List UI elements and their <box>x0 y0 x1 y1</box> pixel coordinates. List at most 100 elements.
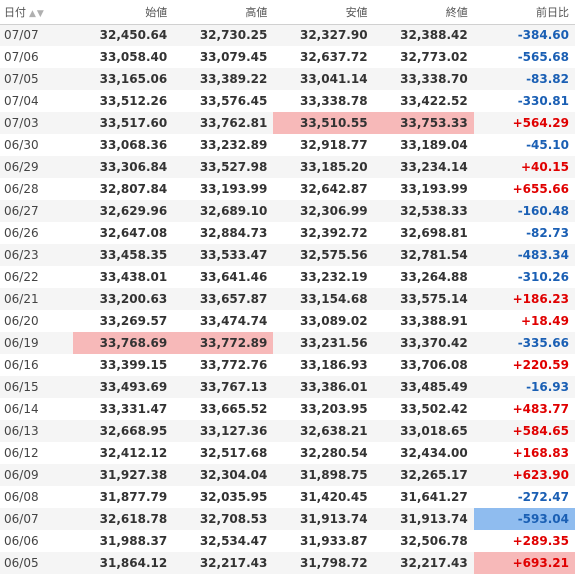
date-cell: 06/07 <box>0 508 74 530</box>
date-cell: 06/05 <box>0 552 74 574</box>
change-cell: +623.90 <box>473 464 575 486</box>
high-cell: 33,232.89 <box>173 134 274 156</box>
low-cell: 31,933.87 <box>273 530 374 552</box>
date-cell: 06/22 <box>0 266 74 288</box>
date-cell: 06/19 <box>0 332 74 354</box>
close-cell: 33,193.99 <box>373 178 474 200</box>
high-cell: 33,127.36 <box>173 420 274 442</box>
close-cell: 31,913.74 <box>373 508 474 530</box>
change-cell: -272.47 <box>473 486 575 508</box>
open-cell: 31,877.79 <box>73 486 174 508</box>
open-cell: 33,331.47 <box>73 398 174 420</box>
change-cell: -83.82 <box>473 68 575 90</box>
open-cell: 33,458.35 <box>73 244 174 266</box>
date-cell: 06/09 <box>0 464 74 486</box>
table-row: 06/14 33,331.47 33,665.52 33,203.95 33,502.4… <box>0 398 575 420</box>
low-cell: 33,386.01 <box>273 376 374 398</box>
low-cell: 32,280.54 <box>273 442 374 464</box>
low-cell: 33,232.19 <box>273 266 374 288</box>
open-cell: 33,517.60 <box>73 112 174 134</box>
change-cell: +18.49 <box>473 310 575 332</box>
close-cell: 32,265.17 <box>373 464 474 486</box>
date-cell: 06/13 <box>0 420 74 442</box>
close-cell: 33,502.42 <box>373 398 474 420</box>
date-cell: 06/23 <box>0 244 74 266</box>
date-cell: 06/27 <box>0 200 74 222</box>
open-cell: 32,618.78 <box>73 508 174 530</box>
change-cell: -160.48 <box>473 200 575 222</box>
low-cell: 33,231.56 <box>273 332 374 354</box>
table-row: 06/13 32,668.95 33,127.36 32,638.21 33,018.6… <box>0 420 575 442</box>
date-cell: 07/07 <box>0 24 74 46</box>
date-cell: 06/16 <box>0 354 74 376</box>
change-cell: -16.93 <box>473 376 575 398</box>
table-row: 07/06 33,058.40 33,079.45 32,637.72 32,773.0… <box>0 46 575 68</box>
table-row: 06/15 33,493.69 33,767.13 33,386.01 33,485.4… <box>0 376 575 398</box>
change-cell: -335.66 <box>473 332 575 354</box>
change-cell: -384.60 <box>473 24 575 46</box>
low-cell: 32,575.56 <box>273 244 374 266</box>
table-row: 07/07 32,450.64 32,730.25 32,327.90 32,388.4… <box>0 24 575 46</box>
table-row: 06/26 32,647.08 32,884.73 32,392.72 32,698.8… <box>0 222 575 244</box>
close-cell: 32,388.42 <box>373 24 474 46</box>
close-column-header: 終値 <box>373 0 474 25</box>
table-row: 06/27 32,629.96 32,689.10 32,306.99 32,538.3… <box>0 200 575 222</box>
change-cell: +584.65 <box>473 420 575 442</box>
close-cell: 32,781.54 <box>373 244 474 266</box>
date-cell: 07/05 <box>0 68 74 90</box>
table-row: 06/05 31,864.12 32,217.43 31,798.72 32,217.4… <box>0 552 575 574</box>
high-cell: 32,035.95 <box>173 486 274 508</box>
date-column-header[interactable]: 日付 ▲▼ <box>0 0 74 25</box>
high-cell: 33,527.98 <box>173 156 274 178</box>
high-cell: 33,665.52 <box>173 398 274 420</box>
close-cell: 32,217.43 <box>373 552 474 574</box>
date-cell: 06/08 <box>0 486 74 508</box>
sort-arrows-icon[interactable]: ▲▼ <box>29 8 45 19</box>
low-cell: 32,306.99 <box>273 200 374 222</box>
table-row: 07/04 33,512.26 33,576.45 33,338.78 33,422.5… <box>0 90 575 112</box>
change-cell: -565.68 <box>473 46 575 68</box>
table-row: 06/16 33,399.15 33,772.76 33,186.93 33,706.0… <box>0 354 575 376</box>
low-cell: 33,089.02 <box>273 310 374 332</box>
high-column-header: 高値 <box>173 0 274 25</box>
open-cell: 32,647.08 <box>73 222 174 244</box>
table-row: 06/22 33,438.01 33,641.46 33,232.19 33,264.8… <box>0 266 575 288</box>
close-cell: 32,506.78 <box>373 530 474 552</box>
open-cell: 31,864.12 <box>73 552 174 574</box>
open-cell: 33,269.57 <box>73 310 174 332</box>
high-cell: 32,708.53 <box>173 508 274 530</box>
open-cell: 32,668.95 <box>73 420 174 442</box>
low-cell: 31,798.72 <box>273 552 374 574</box>
open-cell: 33,768.69 <box>73 332 174 354</box>
close-cell: 33,370.42 <box>373 332 474 354</box>
date-cell: 06/29 <box>0 156 74 178</box>
table-row: 06/12 32,412.12 32,517.68 32,280.54 32,434.0… <box>0 442 575 464</box>
table-row: 06/19 33,768.69 33,772.89 33,231.56 33,370.4… <box>0 332 575 354</box>
close-cell: 33,189.04 <box>373 134 474 156</box>
high-cell: 32,730.25 <box>173 24 274 46</box>
table-row: 06/20 33,269.57 33,474.74 33,089.02 33,388.9… <box>0 310 575 332</box>
close-cell: 32,538.33 <box>373 200 474 222</box>
high-cell: 33,389.22 <box>173 68 274 90</box>
close-cell: 33,234.14 <box>373 156 474 178</box>
close-cell: 33,706.08 <box>373 354 474 376</box>
table-row: 07/05 33,165.06 33,389.22 33,041.14 33,338.7… <box>0 68 575 90</box>
open-cell: 32,807.84 <box>73 178 174 200</box>
change-cell: +220.59 <box>473 354 575 376</box>
table-row: 06/09 31,927.38 32,304.04 31,898.75 32,265.1… <box>0 464 575 486</box>
high-cell: 32,534.47 <box>173 530 274 552</box>
high-cell: 32,884.73 <box>173 222 274 244</box>
close-cell: 32,698.81 <box>373 222 474 244</box>
table-body: 07/07 32,450.64 32,730.25 32,327.90 32,388.4… <box>0 24 575 574</box>
low-cell: 33,185.20 <box>273 156 374 178</box>
open-cell: 32,629.96 <box>73 200 174 222</box>
close-cell: 31,641.27 <box>373 486 474 508</box>
close-cell: 33,575.14 <box>373 288 474 310</box>
change-cell: +483.77 <box>473 398 575 420</box>
change-cell: +655.66 <box>473 178 575 200</box>
date-cell: 06/14 <box>0 398 74 420</box>
change-cell: -593.04 <box>473 508 575 530</box>
change-cell: -82.73 <box>473 222 575 244</box>
table-row: 06/07 32,618.78 32,708.53 31,913.74 31,913.7… <box>0 508 575 530</box>
low-cell: 33,338.78 <box>273 90 374 112</box>
